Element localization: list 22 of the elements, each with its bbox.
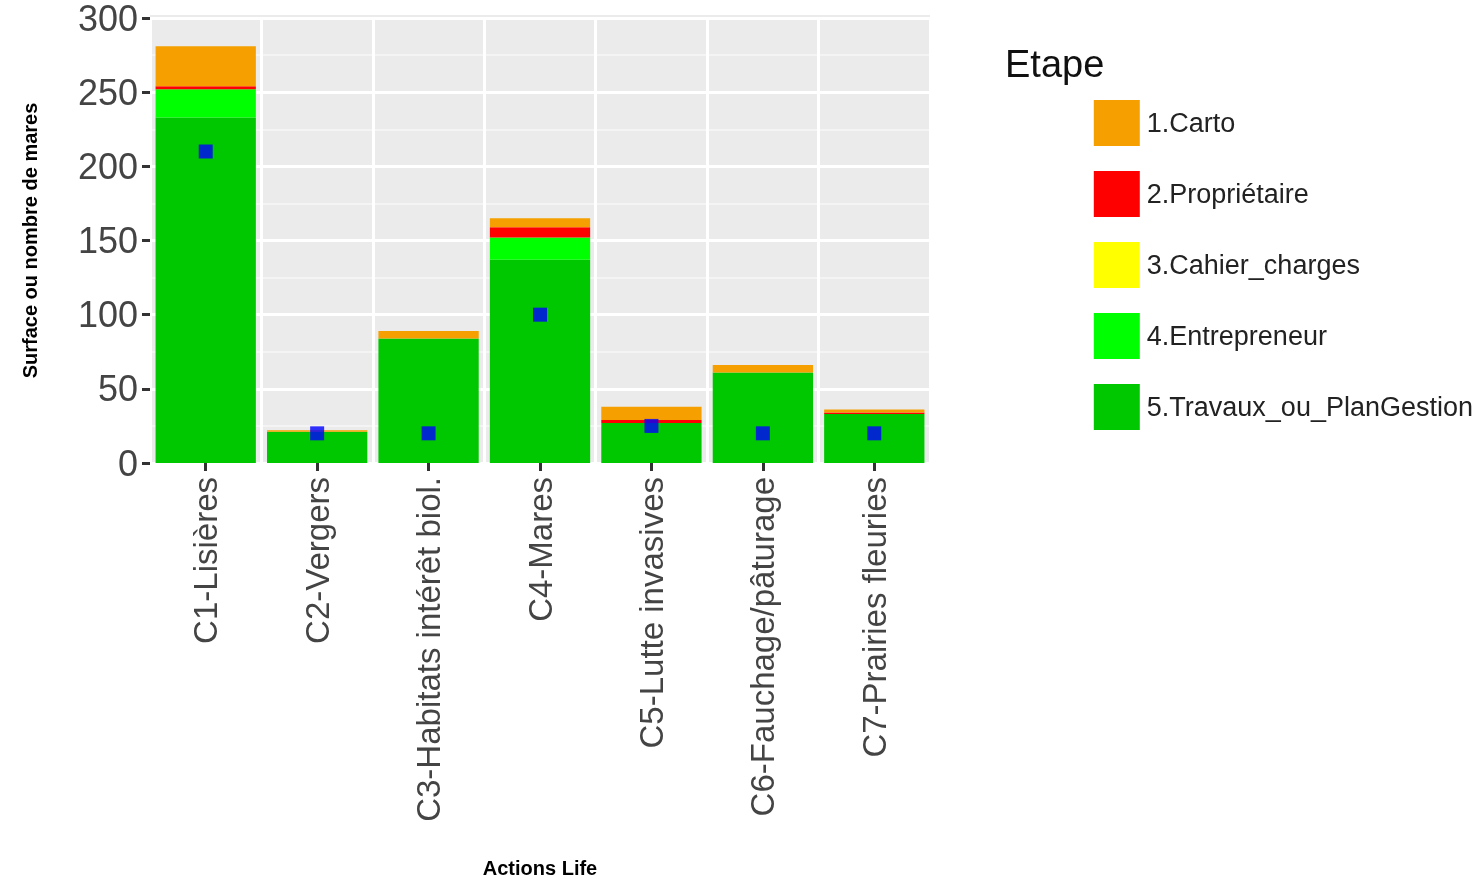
legend-title: Etape (1005, 43, 1105, 85)
x-tick-label: C4-Mares (521, 477, 559, 622)
y-tick-label: 150 (77, 220, 138, 261)
legend-label: 1.Carto (1146, 108, 1236, 138)
legend-label: 4.Entrepreneur (1146, 321, 1327, 351)
x-tick-label: C6-Fauchage/pâturage (744, 477, 782, 817)
x-tick-label: C1-Lisières (187, 477, 225, 644)
x-tick-label: C2-Vergers (298, 477, 336, 644)
legend-label: 3.Cahier_charges (1146, 250, 1360, 280)
x-tick-label: C7-Prairies fleuries (855, 477, 893, 758)
y-tick-label: 200 (77, 145, 138, 187)
y-tick-label: 0 (117, 442, 138, 484)
y-tick-label: 300 (77, 0, 138, 39)
x-tick-label: C5-Lutte invasives (632, 477, 670, 749)
x-axis-title: Actions Life (482, 857, 598, 879)
legend-label: 2.Propriétaire (1146, 179, 1309, 209)
y-axis-title: Surface ou nombre de mares (19, 102, 41, 379)
x-tick-label: C3-Habitats intérêt biol. (410, 477, 448, 822)
y-tick-label: 100 (77, 294, 138, 336)
legend-label: 5.Travaux_ou_PlanGestion (1146, 392, 1473, 422)
y-tick-label: 250 (77, 71, 138, 113)
y-tick-label: 50 (97, 368, 138, 410)
